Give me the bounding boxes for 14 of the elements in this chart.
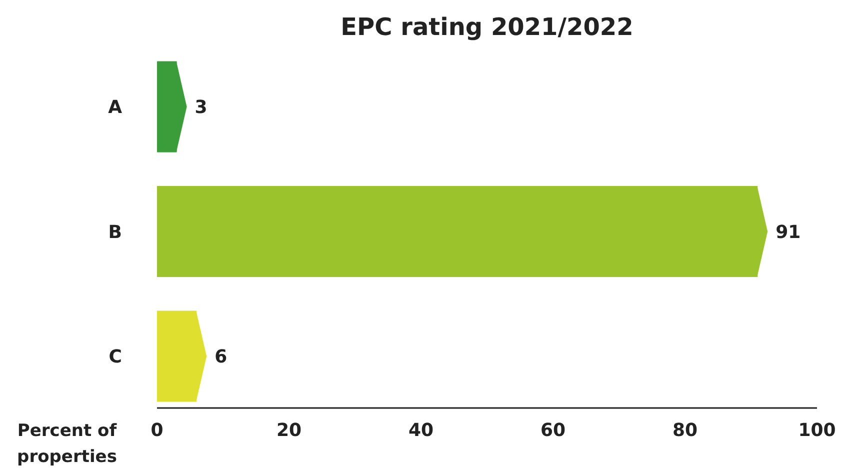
- x-tick-label: 20: [276, 420, 302, 441]
- y-tick-label: C: [108, 346, 122, 368]
- data-label: 3: [194, 97, 208, 118]
- chart-title: EPC rating 2021/2022: [340, 13, 634, 41]
- x-tick-label: 60: [540, 420, 566, 441]
- x-tick-label: 0: [150, 420, 164, 441]
- x-tick-label: 40: [408, 420, 434, 441]
- y-tick-label: B: [108, 222, 122, 243]
- x-tick-label: 100: [798, 420, 836, 441]
- x-axis-title: Percent of properties: [17, 421, 118, 467]
- x-tick-label: 80: [672, 420, 698, 441]
- data-label: 6: [214, 346, 228, 368]
- y-tick-label: A: [108, 97, 122, 118]
- data-label: 91: [776, 222, 801, 243]
